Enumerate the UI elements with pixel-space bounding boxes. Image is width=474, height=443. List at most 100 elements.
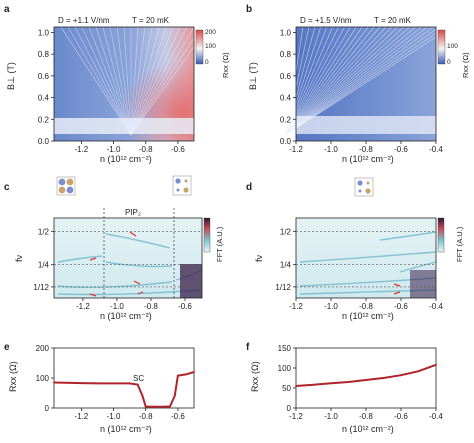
fan-line (285, 26, 369, 136)
x-tick-label: -1.2 (74, 412, 88, 421)
x-tick-label: -0.4 (429, 412, 443, 421)
fan-line (60, 26, 132, 136)
rxx-trace (53, 371, 195, 408)
x-tick-label: -0.8 (359, 302, 373, 311)
x-tick-label: -1.0 (107, 145, 121, 154)
panel-d: -1.2 -1.0 -0.8 -0.6 -0.4 1/2 1/4 1/12 fν n (10¹… (254, 177, 464, 321)
panel-b-white-band (296, 116, 436, 134)
panel-c: PIP₂ -1.2 -1.0 -0.8 -0.6 1/2 1/4 1/12 fν n (10… (14, 175, 224, 321)
fan-line (74, 26, 132, 136)
panel-c-frame (53, 217, 203, 299)
panel-b-fan-lines (285, 26, 452, 136)
y-tick-label: 200 (36, 344, 50, 353)
rxx-point (64, 381, 67, 384)
panel-d-inset (354, 177, 374, 197)
panel-f-frame (295, 347, 437, 409)
fan-line (130, 26, 209, 136)
rxx-trace (295, 363, 437, 387)
x-tick-label: -0.8 (359, 145, 373, 154)
panel-d-axes: -1.2 -1.0 -0.8 -0.6 -0.4 1/2 1/4 1/12 (275, 227, 443, 311)
panel-b-d-text: D = +1.5 V/nm (300, 16, 352, 25)
panel-d-ylabel: fν (254, 254, 264, 262)
fan-line (285, 26, 416, 136)
rxx-point (160, 405, 163, 408)
rxx-point (141, 395, 144, 397)
panel-c-ylabel: fν (14, 254, 24, 262)
fan-line (285, 26, 393, 136)
fan-line (285, 26, 428, 136)
panel-f-label: f (246, 342, 250, 353)
fan-line (130, 26, 160, 136)
y-tick-label: 0 (45, 404, 50, 413)
y-tick-label: 0 (287, 404, 292, 413)
rxx-point (330, 382, 332, 385)
x-tick-label: -1.2 (289, 412, 303, 421)
panel-c-axes: -1.2 -1.0 -0.8 -0.6 1/2 1/4 1/12 (33, 227, 202, 311)
y-tick-label: 100 (278, 364, 292, 373)
panel-e-ylabel: Rxx (Ω) (8, 361, 18, 392)
rxx-point (136, 383, 139, 386)
fan-line (130, 26, 139, 136)
fan-line (285, 26, 440, 136)
panel-a-ylabel: B⊥ (T) (6, 62, 16, 90)
panel-b-colorbar (437, 29, 446, 65)
panel-a-frame (53, 26, 195, 142)
panel-b: D = +1.5 V/nm T = 20 mK -1.2 -1.0 -0.8 -0.6… (248, 16, 470, 164)
x-tick-label: -1.2 (76, 302, 90, 311)
x-tick-label: -1.0 (324, 302, 338, 311)
x-tick-label: -0.8 (359, 412, 373, 421)
y-tick-label: 150 (278, 344, 292, 353)
fan-line (285, 26, 375, 136)
fft-streak (57, 255, 103, 263)
y-tick-label: 1.0 (280, 28, 292, 37)
fan-line (109, 26, 132, 136)
x-tick-label: -0.6 (178, 302, 192, 311)
fft-streak (379, 231, 437, 241)
x-tick-label: -0.6 (171, 145, 185, 154)
y-tick-label: 50 (282, 384, 291, 393)
fft-streak (105, 261, 173, 268)
y-tick-label: 1/4 (38, 261, 50, 270)
panel-e-xlabel: n (10¹² cm⁻²) (100, 424, 152, 434)
rxx-point (347, 381, 350, 383)
x-tick-label: -1.0 (110, 302, 124, 311)
x-tick-label: -1.2 (289, 302, 303, 311)
fan-line (285, 26, 404, 136)
fan-line (123, 26, 132, 136)
panel-a-white-band (54, 118, 194, 134)
fan-line (130, 26, 167, 136)
y-tick-label: 0.8 (280, 50, 292, 59)
panel-f-xlabel: n (10¹² cm⁻²) (342, 424, 394, 434)
fan-line (285, 26, 446, 136)
panel-c-annotation: PIP₂ (125, 208, 141, 217)
fan-line (95, 26, 132, 136)
fan-line (88, 26, 132, 136)
y-tick-label: 0.2 (280, 115, 292, 124)
rxx-point (80, 382, 83, 384)
panel-d-arrows (393, 283, 401, 295)
fan-line (285, 26, 351, 136)
panel-f: -1.2 -1.0 -0.8 -0.6 -0.4 0 50 100 150 Rxx (Ω) n … (250, 344, 443, 434)
rxx-point (173, 395, 176, 397)
panel-c-xlabel: n (10¹² cm⁻²) (100, 311, 152, 321)
panel-e-label: e (4, 342, 10, 353)
x-tick-label: -0.6 (394, 412, 408, 421)
rxx-point (295, 385, 297, 387)
panel-c-colorbar (203, 217, 211, 253)
fan-line (130, 26, 181, 136)
rxx-point (417, 370, 420, 373)
fan-line (285, 26, 333, 136)
fan-line (130, 26, 146, 136)
panel-a-axes: -1.2 -1.0 -0.8 -0.6 0.0 0.2 0.4 0.6 0.8 1.0 (38, 28, 185, 154)
y-tick-label: 0.4 (280, 94, 292, 103)
y-tick-label: 1/2 (38, 227, 50, 236)
panel-b-axes: -1.2 -1.0 -0.8 -0.6 -0.4 0.0 0.2 0.4 0.6 0.8 1.0 (280, 28, 444, 154)
fan-line (102, 26, 132, 136)
panel-d-dark-region (410, 270, 436, 298)
panel-c-cbar-label: FFT (A.U.) (215, 226, 224, 262)
panel-e-axes: -1.2 -1.0 -0.8 -0.6 0 100 200 (36, 344, 186, 421)
panel-a-cbar-tick-100: 100 (205, 43, 216, 50)
fan-line (285, 26, 339, 136)
y-tick-label: 1.0 (38, 28, 50, 37)
panel-a-cbar-tick-200: 200 (205, 29, 216, 36)
